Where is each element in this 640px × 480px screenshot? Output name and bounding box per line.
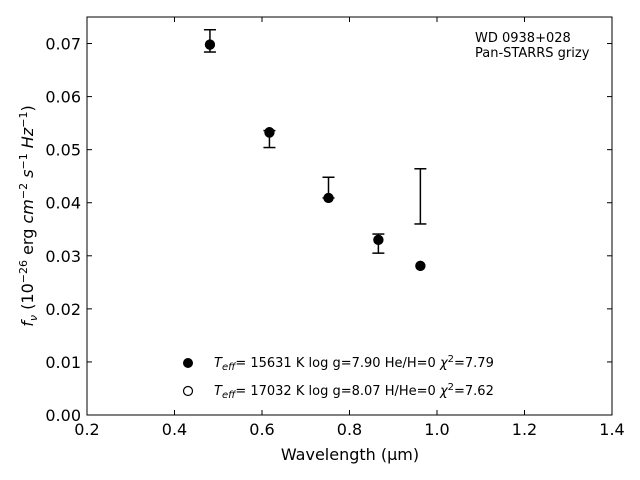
y-tick-label: 0.04 bbox=[45, 194, 81, 213]
x-axis-ticks: 0.2 0.4 0.6 0.8 1.0 1.2 1.4 bbox=[74, 17, 625, 439]
legend-marker-filled-circle bbox=[183, 358, 193, 368]
model-point-open bbox=[264, 127, 275, 138]
model-point-open bbox=[415, 260, 426, 271]
x-tick-label: 1.0 bbox=[424, 420, 449, 439]
legend-2-comp: H/He=0 bbox=[385, 384, 436, 399]
y-tick-label: 0.00 bbox=[45, 406, 81, 425]
legend-entry-1: Teff= 15631 K log g=7.90 He/H=0 χ2=7.79 bbox=[214, 354, 494, 373]
y-tick-label: 0.03 bbox=[45, 247, 81, 266]
y-axis-ticks: 0.00 0.01 0.02 0.03 0.04 0.05 0.06 0.07 bbox=[45, 35, 612, 425]
legend-1-teff: = 15631 K bbox=[235, 356, 305, 371]
y-tick-label: 0.02 bbox=[45, 300, 81, 319]
model-point-open bbox=[373, 234, 384, 245]
legend-2-logg: log g=8.07 bbox=[309, 384, 381, 399]
model-point-open bbox=[323, 192, 334, 204]
legend-2-teff: = 17032 K bbox=[235, 384, 305, 399]
legend-marker-open-circle bbox=[182, 385, 194, 397]
model-point-open bbox=[204, 39, 216, 50]
x-tick-label: 0.2 bbox=[74, 420, 99, 439]
annotation-survey: Pan-STARRS grizy bbox=[475, 46, 590, 61]
legend-1-chi2: =7.79 bbox=[454, 356, 494, 371]
annotation-object-name: WD 0938+028 bbox=[475, 31, 571, 46]
x-tick-label: 1.2 bbox=[512, 420, 537, 439]
legend: Teff= 15631 K log g=7.90 He/H=0 χ2=7.79 … bbox=[182, 354, 494, 401]
x-tick-label: 0.6 bbox=[249, 420, 274, 439]
y-tick-label: 0.05 bbox=[45, 141, 81, 160]
legend-1-comp: He/H=0 bbox=[385, 356, 436, 371]
y-axis-label: fν (10−26 erg cm−2 s−1 Hz−1) bbox=[17, 105, 40, 326]
x-tick-label: 0.4 bbox=[162, 420, 187, 439]
y-tick-label: 0.06 bbox=[45, 88, 81, 107]
plot-area bbox=[86, 16, 613, 416]
x-tick-label: 0.8 bbox=[337, 420, 362, 439]
legend-1-logg: log g=7.90 bbox=[309, 356, 381, 371]
x-axis-label: Wavelength (μm) bbox=[281, 445, 419, 464]
legend-entry-2: Teff= 17032 K log g=8.07 H/He=0 χ2=7.62 bbox=[214, 382, 494, 401]
y-tick-label: 0.01 bbox=[45, 353, 81, 372]
legend-2-chi2: =7.62 bbox=[454, 384, 494, 399]
x-tick-label: 1.4 bbox=[599, 420, 624, 439]
y-tick-label: 0.07 bbox=[45, 35, 81, 54]
data-points bbox=[204, 39, 426, 271]
